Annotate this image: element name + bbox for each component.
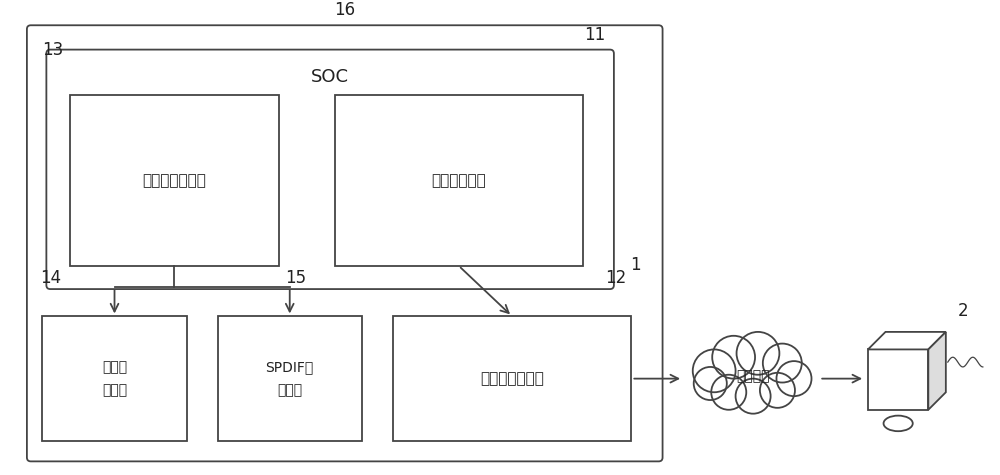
Bar (70, 95, 279, 266)
Bar (218, 316, 362, 441)
Circle shape (736, 379, 771, 414)
Circle shape (711, 375, 746, 410)
Text: 音频流输出模块: 音频流输出模块 (480, 371, 544, 386)
Text: 11: 11 (584, 26, 605, 44)
Circle shape (693, 350, 736, 392)
Circle shape (760, 373, 795, 408)
Circle shape (776, 361, 812, 396)
Bar (868, 350, 928, 410)
Text: 喂叭输
出设备: 喂叭输 出设备 (102, 360, 127, 397)
Polygon shape (928, 332, 946, 410)
Circle shape (694, 367, 727, 400)
Bar (42, 316, 187, 441)
Text: SPDIF输
出设备: SPDIF输 出设备 (266, 360, 314, 397)
Polygon shape (868, 332, 946, 350)
Text: 13: 13 (42, 41, 64, 59)
FancyBboxPatch shape (46, 49, 614, 289)
Bar (335, 95, 583, 266)
Text: 1: 1 (631, 256, 641, 274)
Bar (393, 316, 631, 441)
Circle shape (763, 343, 802, 382)
Text: 蓝牙信号: 蓝牙信号 (736, 370, 770, 384)
Text: 音量调节模块: 音量调节模块 (431, 173, 486, 188)
Circle shape (737, 332, 779, 375)
Text: 2: 2 (958, 302, 969, 320)
Text: 音频流控制模块: 音频流控制模块 (142, 173, 206, 188)
Text: 14: 14 (41, 269, 62, 287)
Ellipse shape (884, 416, 913, 431)
Text: 12: 12 (605, 269, 627, 287)
Text: 15: 15 (285, 269, 306, 287)
FancyBboxPatch shape (27, 25, 663, 461)
Text: 16: 16 (334, 1, 355, 19)
Text: SOC: SOC (311, 68, 349, 86)
Circle shape (712, 336, 755, 379)
